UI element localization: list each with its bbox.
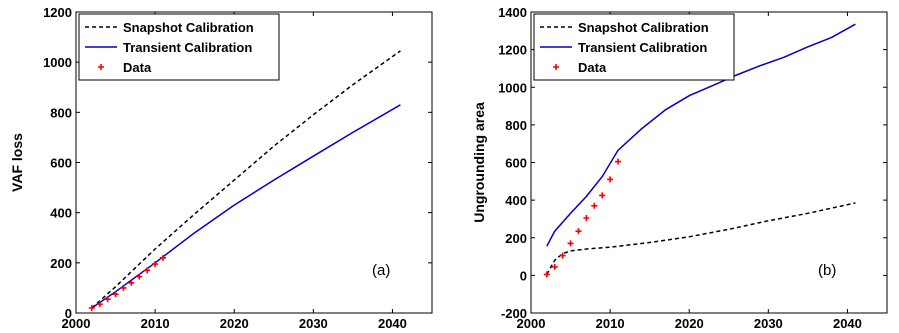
- data-point-marker: [160, 254, 167, 261]
- data-point-marker: [551, 263, 558, 270]
- legend-swatch-data: [98, 64, 104, 70]
- x-tick-label: 2020: [675, 316, 704, 331]
- data-point-marker: [104, 296, 111, 303]
- y-tick-label: 1200: [498, 43, 527, 58]
- legend-entry-label: Data: [578, 60, 607, 75]
- legend-entry-label: Snapshot Calibration: [123, 20, 254, 35]
- data-point-marker: [136, 273, 143, 280]
- data-point-marker: [112, 291, 119, 298]
- x-tick-label: 2010: [596, 316, 625, 331]
- data-point-marker: [120, 284, 127, 291]
- chart-panel-b: 2000 2010 2020 2030 2040 -200 0 200 400 600 800 100…: [471, 5, 888, 331]
- panel-label: (a): [372, 262, 390, 279]
- data-point-marker: [575, 228, 582, 235]
- data-point-marker: [543, 271, 550, 278]
- x-tick-label: 2000: [517, 316, 546, 331]
- y-tick-label: 400: [505, 193, 527, 208]
- data-point-marker: [144, 267, 151, 274]
- legend: Snapshot Calibration Transient Calibratio…: [78, 13, 280, 81]
- data-point-marker: [88, 304, 95, 311]
- x-tick-label: 2040: [833, 316, 862, 331]
- legend-entry-label: Transient Calibration: [123, 40, 252, 55]
- y-tick-label: 1400: [498, 5, 527, 20]
- panel-label: (b): [818, 262, 836, 279]
- legend-entry-label: Data: [123, 60, 152, 75]
- chart-panel-a: 2000 2010 2020 2030 2040 0 200 400 600 800 1000 120…: [9, 5, 433, 331]
- data-point-marker: [607, 176, 614, 183]
- y-axis-label: Ungrounding area: [471, 102, 487, 223]
- y-tick-label: 1200: [43, 5, 72, 20]
- y-tick-label: 0: [65, 306, 72, 321]
- transient-calibration-line: [546, 23, 856, 247]
- data-point-marker: [96, 301, 103, 308]
- y-tick-label: 600: [505, 156, 527, 171]
- x-tick-label: 2040: [378, 316, 407, 331]
- snapshot-calibration-line: [546, 202, 856, 275]
- y-tick-label: -200: [501, 306, 527, 321]
- x-tick-label: 2010: [141, 316, 170, 331]
- data-point-marker: [559, 252, 566, 259]
- x-tick-label: 2030: [299, 316, 328, 331]
- x-tick-label: 2020: [220, 316, 249, 331]
- x-tick-label: 2030: [754, 316, 783, 331]
- y-tick-label: 1000: [498, 80, 527, 95]
- legend-entry-label: Transient Calibration: [578, 40, 707, 55]
- y-tick-label: 600: [50, 156, 72, 171]
- data-point-marker: [128, 279, 135, 286]
- data-point-marker: [567, 240, 574, 247]
- data-point-marker: [615, 158, 622, 165]
- y-axis-label: VAF loss: [9, 133, 25, 192]
- y-tick-label: 800: [50, 105, 72, 120]
- legend-swatch-data: [553, 64, 559, 70]
- y-tick-label: 800: [505, 118, 527, 133]
- legend: Snapshot Calibration Transient Calibratio…: [533, 13, 735, 81]
- data-point-marker: [583, 214, 590, 221]
- y-tick-label: 200: [505, 231, 527, 246]
- transient-calibration-line: [91, 104, 401, 309]
- data-point-marker: [599, 192, 606, 199]
- y-tick-label: 200: [50, 256, 72, 271]
- snapshot-calibration-line: [91, 50, 401, 309]
- legend-entry-label: Snapshot Calibration: [578, 20, 709, 35]
- y-tick-label: 1000: [43, 55, 72, 70]
- x-tick-label: 2000: [62, 316, 91, 331]
- data-point-marker: [591, 202, 598, 209]
- y-tick-label: 400: [50, 206, 72, 221]
- y-tick-label: 0: [520, 268, 527, 283]
- data-point-marker: [152, 261, 159, 268]
